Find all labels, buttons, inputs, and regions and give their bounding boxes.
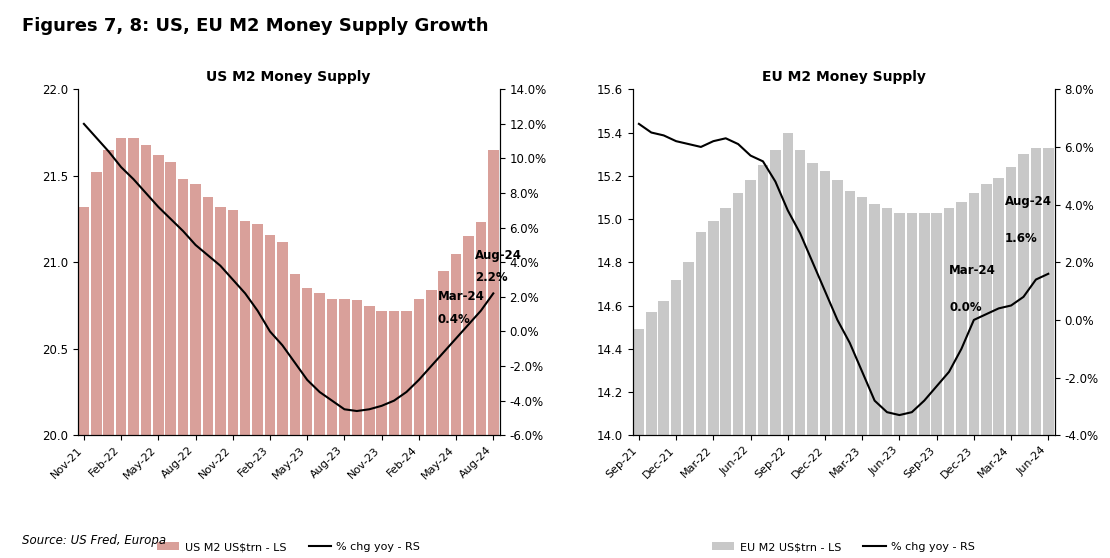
Bar xyxy=(203,196,213,558)
Bar xyxy=(807,163,818,558)
Title: US M2 Money Supply: US M2 Money Supply xyxy=(206,70,371,84)
Text: 1.6%: 1.6% xyxy=(1005,232,1038,245)
Bar xyxy=(1030,148,1041,558)
Bar xyxy=(708,221,718,558)
Bar xyxy=(745,180,756,558)
Bar xyxy=(1018,154,1029,558)
Bar xyxy=(364,306,374,558)
Bar xyxy=(670,280,682,558)
Bar xyxy=(463,237,474,558)
Bar xyxy=(165,162,176,558)
Text: 2.2%: 2.2% xyxy=(475,271,507,284)
Bar xyxy=(658,301,669,558)
Bar xyxy=(1006,167,1017,558)
Text: Source: US Fred, Europa: Source: US Fred, Europa xyxy=(22,534,166,547)
Bar xyxy=(103,150,114,558)
Bar xyxy=(290,275,300,558)
Bar xyxy=(178,179,189,558)
Bar xyxy=(79,207,89,558)
Bar xyxy=(634,329,644,558)
Bar xyxy=(340,299,350,558)
Bar xyxy=(352,300,362,558)
Bar xyxy=(720,208,731,558)
Text: Aug-24: Aug-24 xyxy=(475,249,522,262)
Bar xyxy=(115,138,127,558)
Bar xyxy=(488,150,498,558)
Bar xyxy=(426,290,436,558)
Bar xyxy=(981,184,991,558)
Bar xyxy=(376,311,387,558)
Bar xyxy=(314,294,325,558)
Bar xyxy=(1043,148,1053,558)
Bar xyxy=(956,202,967,558)
Bar xyxy=(438,271,448,558)
Bar xyxy=(414,299,424,558)
Bar xyxy=(783,133,793,558)
Bar xyxy=(278,242,287,558)
Bar xyxy=(869,204,880,558)
Bar xyxy=(758,165,768,558)
Bar xyxy=(969,193,979,558)
Bar xyxy=(881,208,892,558)
Legend: US M2 US$trn - LS, % chg yoy - RS: US M2 US$trn - LS, % chg yoy - RS xyxy=(152,538,425,556)
Text: Aug-24: Aug-24 xyxy=(1005,195,1052,208)
Bar xyxy=(326,299,337,558)
Text: Mar-24: Mar-24 xyxy=(437,290,484,304)
Bar xyxy=(646,312,657,558)
Bar xyxy=(401,311,412,558)
Text: 0.4%: 0.4% xyxy=(437,313,471,326)
Text: Figures 7, 8: US, EU M2 Money Supply Growth: Figures 7, 8: US, EU M2 Money Supply Gro… xyxy=(22,17,488,35)
Bar xyxy=(264,234,275,558)
Bar xyxy=(228,210,238,558)
Bar xyxy=(153,155,163,558)
Bar xyxy=(919,213,929,558)
Bar xyxy=(895,213,905,558)
Bar xyxy=(845,191,855,558)
Bar xyxy=(733,193,744,558)
Bar xyxy=(819,171,830,558)
Bar xyxy=(475,223,486,558)
Bar xyxy=(907,213,917,558)
Bar xyxy=(770,150,780,558)
Bar xyxy=(696,232,706,558)
Bar xyxy=(252,224,263,558)
Bar xyxy=(795,150,806,558)
Bar xyxy=(857,198,868,558)
Bar xyxy=(684,262,694,558)
Legend: EU M2 US$trn - LS, % chg yoy - RS: EU M2 US$trn - LS, % chg yoy - RS xyxy=(708,538,979,556)
Bar xyxy=(129,138,139,558)
Text: Mar-24: Mar-24 xyxy=(949,264,996,277)
Bar xyxy=(91,172,102,558)
Bar xyxy=(944,208,955,558)
Bar xyxy=(931,213,942,558)
Bar xyxy=(215,207,225,558)
Bar xyxy=(302,288,313,558)
Bar xyxy=(141,145,151,558)
Bar xyxy=(451,253,462,558)
Bar xyxy=(240,221,251,558)
Title: EU M2 Money Supply: EU M2 Money Supply xyxy=(761,70,926,84)
Bar xyxy=(190,184,201,558)
Bar xyxy=(993,178,1003,558)
Bar xyxy=(388,311,400,558)
Text: 0.0%: 0.0% xyxy=(949,301,981,314)
Bar xyxy=(832,180,842,558)
